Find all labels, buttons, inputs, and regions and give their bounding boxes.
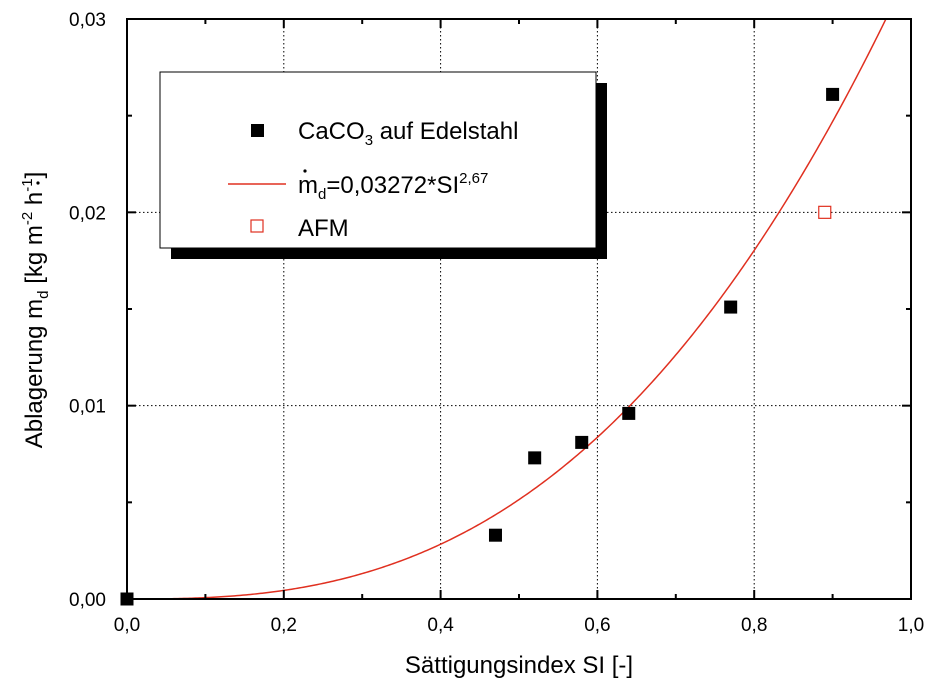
data-point-afm: [818, 205, 832, 219]
x-tick-label: 0,4: [427, 615, 454, 636]
legend-box: [159, 71, 597, 249]
x-tick-label: 0,6: [584, 615, 610, 636]
legend-label-caco3: CaCO3 auf Edelstahl: [298, 118, 518, 149]
data-points: [120, 87, 840, 606]
legend-label-afm: AFM: [298, 215, 349, 242]
y-tick-label: 0,03: [69, 10, 106, 31]
data-point-caco3: [622, 406, 636, 420]
ylabel-dot: [36, 181, 40, 185]
x-axis-label: Sättigungsindex SI [-]: [405, 652, 633, 679]
y-tick-label: 0,00: [69, 590, 106, 611]
data-point-caco3: [528, 451, 542, 465]
y-tick-label: 0,02: [69, 203, 106, 224]
data-point-caco3: [575, 435, 589, 449]
data-point-caco3: [488, 528, 502, 542]
legend-marker-caco3: [251, 124, 264, 137]
legend-label-fit: md=0,03272*SI2,67: [298, 170, 488, 203]
data-point-caco3: [724, 300, 738, 314]
fit-curve: [127, 18, 887, 600]
data-point-caco3: [826, 87, 840, 101]
x-tick-label: 1,0: [898, 615, 924, 636]
x-tick-label: 0,0: [114, 615, 140, 636]
legend: CaCO3 auf Edelstahl md=0,03272*SI2,67 AF…: [36, 71, 607, 259]
legend-marker-afm: [250, 219, 264, 233]
y-axis-label: Ablagerung md [kg m-2 h-1]: [19, 172, 52, 449]
svg-text:Ablagerung md [kg m-2 h-1]: Ablagerung md [kg m-2 h-1]: [19, 172, 52, 449]
x-tick-label: 0,2: [271, 615, 297, 636]
axis-ticks: [126, 18, 912, 600]
legend-fit-dot: [303, 169, 307, 173]
y-tick-labels: 0,00 0,01 0,02 0,03: [69, 10, 106, 611]
x-tick-label: 0,8: [741, 615, 767, 636]
x-tick-labels: 0,0 0,2 0,4 0,6 0,8 1,0: [114, 615, 924, 636]
y-tick-label: 0,01: [69, 397, 106, 418]
